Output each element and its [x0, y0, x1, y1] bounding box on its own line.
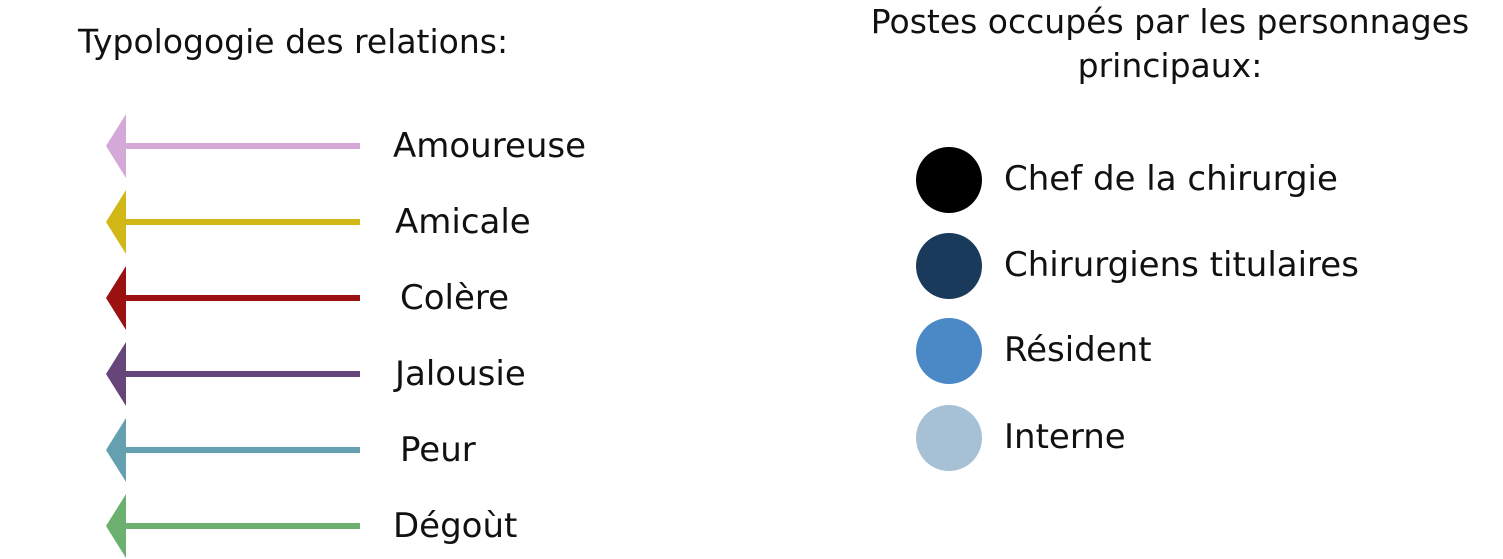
arrow-icon — [106, 266, 360, 330]
postes-title-line-2: principaux: — [1077, 46, 1263, 85]
postes-title-line-1: Postes occupés par les personnages — [870, 2, 1470, 41]
relation-jalousie: Jalousie — [104, 342, 624, 406]
relation-degout: Dégoùt — [104, 494, 624, 558]
poste-dot — [916, 147, 982, 213]
poste-resident: Résident — [916, 318, 1476, 384]
arrow-icon — [106, 190, 360, 254]
relation-label: Amicale — [395, 202, 531, 242]
poste-label: Chirurgiens titulaires — [1004, 245, 1359, 285]
relation-label: Colère — [400, 278, 510, 318]
poste-interne: Interne — [916, 405, 1476, 471]
relation-label: Dégoùt — [393, 506, 518, 546]
arrow-icon — [106, 342, 360, 406]
relation-label: Peur — [400, 430, 476, 470]
arrow-icon — [106, 418, 360, 482]
poste-label: Chef de la chirurgie — [1004, 159, 1338, 199]
arrow-icon — [106, 494, 360, 558]
poste-dot — [916, 318, 982, 384]
relation-peur: Peur — [104, 418, 624, 482]
postes-title: Postes occupés par les personnages princ… — [860, 0, 1480, 88]
relation-amicale: Amicale — [104, 190, 624, 254]
poste-dot — [916, 233, 982, 299]
relations-title: Typologogie des relations: — [78, 22, 509, 61]
poste-titulaires: Chirurgiens titulaires — [916, 233, 1476, 299]
poste-label: Interne — [1004, 417, 1126, 457]
relation-label: Amoureuse — [393, 126, 587, 166]
relation-label: Jalousie — [395, 354, 526, 394]
poste-dot — [916, 405, 982, 471]
poste-chef: Chef de la chirurgie — [916, 147, 1476, 213]
relation-colere: Colère — [104, 266, 624, 330]
relation-amoureuse: Amoureuse — [104, 114, 624, 178]
poste-label: Résident — [1004, 330, 1152, 370]
arrow-icon — [106, 114, 360, 178]
